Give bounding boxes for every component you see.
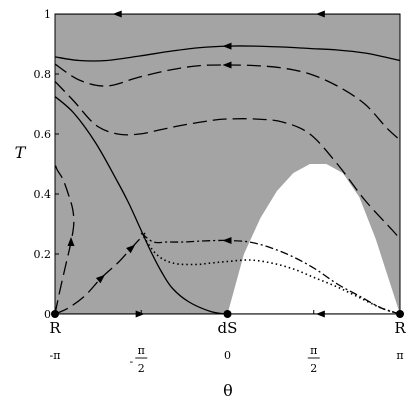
flow-arrow-6-1	[126, 244, 136, 254]
svg-text:π: π	[310, 344, 317, 357]
trajectory-2	[55, 81, 400, 240]
flow-arrow-0-0	[222, 42, 232, 50]
y-tick-label-5: 1	[44, 8, 51, 21]
x-tick-label-2: 0	[224, 349, 231, 362]
y-tick-label-4: 0.8	[34, 68, 52, 81]
y-tick-label-2: 0.4	[34, 188, 52, 201]
trajectory-1	[55, 63, 400, 141]
svg-text:-: -	[130, 355, 134, 368]
trajectory-0	[55, 45, 400, 62]
x-tick-label-1: -π 2	[130, 344, 148, 375]
flow-arrow-6-0	[95, 274, 105, 284]
y-tick-label-0: 0	[44, 308, 51, 321]
unshaded-region	[227, 164, 400, 314]
x-axis-title: θ	[223, 381, 233, 400]
fixed-point-label-2: R	[394, 319, 406, 337]
flow-arrow-1-0	[222, 61, 232, 69]
fixed-point-label-0: R	[49, 319, 61, 337]
trajectory-7	[55, 163, 75, 314]
x-tick-label-4: π	[396, 349, 403, 362]
flow-arrow-5-0	[222, 237, 232, 244]
trajectory-3	[55, 96, 228, 314]
svg-text:2: 2	[310, 362, 317, 375]
fixed-point-0	[51, 310, 59, 318]
trajectory-5	[140, 232, 400, 314]
trajectory-6	[55, 232, 146, 314]
y-tick-label-1: 0.2	[34, 248, 52, 261]
x-tick-label-0: -π	[50, 349, 61, 362]
svg-text:2: 2	[138, 362, 145, 375]
fixed-point-label-1: dS	[218, 319, 238, 337]
y-tick-label-3: 0.6	[34, 128, 52, 141]
flow-arrow-7-0	[67, 237, 75, 246]
x-tick-label-3: π2	[307, 344, 320, 375]
y-axis-title: T	[15, 143, 27, 162]
svg-text:π: π	[138, 344, 145, 357]
fixed-point-1	[223, 310, 232, 318]
fixed-point-2	[396, 310, 404, 318]
